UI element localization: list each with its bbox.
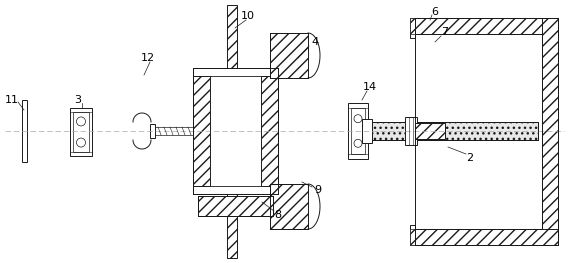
Bar — [410, 229, 415, 245]
Text: 6: 6 — [431, 7, 439, 17]
Bar — [348, 103, 368, 159]
Text: 12: 12 — [141, 53, 155, 63]
Bar — [415, 229, 558, 245]
Circle shape — [354, 115, 362, 123]
Bar — [362, 119, 372, 143]
Bar — [415, 18, 558, 34]
Bar — [193, 76, 210, 186]
Text: 3: 3 — [75, 95, 81, 105]
Bar — [542, 18, 558, 245]
Text: 8: 8 — [274, 210, 282, 220]
Bar — [372, 122, 538, 140]
Bar — [155, 127, 193, 135]
Text: 4: 4 — [311, 37, 319, 47]
Text: 14: 14 — [363, 82, 377, 92]
Text: 9: 9 — [315, 185, 321, 195]
Bar — [270, 184, 308, 229]
Bar — [405, 117, 417, 145]
Bar — [193, 186, 278, 194]
Bar — [73, 112, 89, 152]
Bar — [150, 124, 155, 138]
Bar — [410, 18, 415, 34]
Circle shape — [76, 138, 85, 147]
Bar — [22, 100, 27, 162]
Circle shape — [354, 139, 362, 147]
Bar — [410, 18, 415, 38]
Bar — [70, 108, 92, 156]
Bar — [193, 68, 278, 76]
Text: 10: 10 — [241, 11, 255, 21]
Bar — [270, 33, 308, 78]
Text: 2: 2 — [467, 153, 473, 163]
Bar — [372, 122, 538, 140]
Bar — [198, 196, 273, 216]
Bar — [351, 108, 365, 154]
Bar — [227, 5, 237, 258]
Bar — [210, 76, 261, 186]
Text: 11: 11 — [5, 95, 19, 105]
Bar — [415, 123, 445, 139]
Text: 7: 7 — [442, 27, 448, 37]
Bar — [261, 76, 278, 186]
Circle shape — [76, 117, 85, 126]
Bar — [410, 225, 415, 245]
